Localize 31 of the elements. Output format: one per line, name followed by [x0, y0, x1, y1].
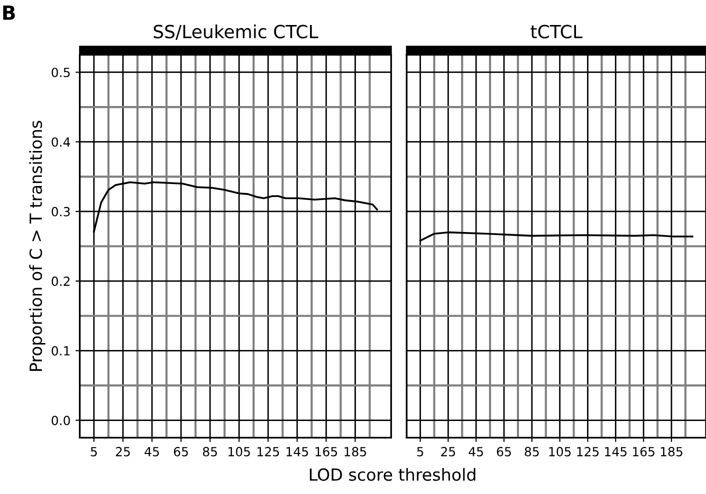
- x-tick-label: 25: [116, 446, 130, 456]
- y-tick-label: 0.4: [52, 137, 70, 147]
- x-tick-label: 125: [577, 446, 599, 456]
- x-tick-label: 165: [632, 446, 654, 456]
- chart-title: tCTCL: [530, 24, 582, 38]
- y-tick-label: 0.3: [52, 206, 70, 216]
- y-axis-title: Proportion of C > T transitions: [29, 120, 46, 371]
- x-tick-label: 105: [549, 446, 571, 456]
- x-tick-label: 145: [286, 447, 308, 456]
- x-tick-label: 5: [417, 447, 424, 456]
- x-tick-label: 45: [468, 447, 483, 456]
- x-tick-label: 25: [441, 446, 456, 456]
- y-tick-label: 0.2: [52, 276, 70, 286]
- text: B: [3, 6, 15, 20]
- x-tick-label: 65: [496, 446, 511, 456]
- x-tick-label: 125: [258, 446, 279, 456]
- y-tick-label: 0.1: [52, 346, 70, 356]
- x-tick-label: 85: [524, 446, 539, 456]
- x-tick-label: 45: [144, 447, 159, 456]
- x-tick-label: 65: [174, 446, 188, 456]
- x-tick-label: 85: [202, 446, 217, 456]
- x-tick-label: 145: [605, 447, 626, 456]
- x-tick-label: 185: [660, 446, 682, 456]
- x-tick-label: 5: [90, 447, 97, 456]
- y-tick-label: 0.0: [52, 416, 70, 426]
- x-tick-label: 105: [228, 446, 250, 456]
- x-axis-title: LOD score threshold: [310, 468, 476, 481]
- chart-title: SS/Leukemic CTCL: [154, 24, 318, 40]
- x-tick-label: 185: [344, 446, 366, 456]
- y-tick-label: 0.5: [52, 68, 70, 78]
- x-tick-label: 165: [316, 446, 338, 456]
